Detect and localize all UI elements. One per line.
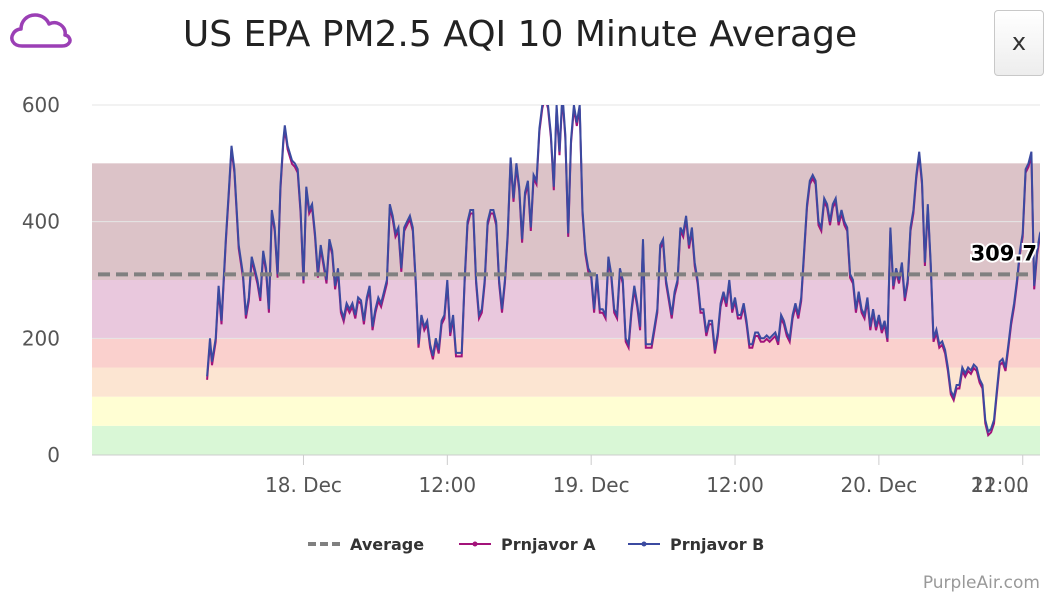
y-axis: 0 200 400 600 — [22, 93, 60, 467]
aqi-band — [92, 396, 1040, 426]
aqi-band — [92, 280, 1040, 339]
y-tick-label: 400 — [22, 210, 60, 234]
aqi-band — [92, 367, 1040, 397]
x-tick-label: 20. Dec — [840, 473, 917, 497]
legend-label[interactable]: Average — [350, 535, 424, 554]
x-tick-label: 12:00 — [706, 473, 764, 497]
y-tick-label: 200 — [22, 326, 60, 350]
close-button[interactable]: x — [994, 10, 1044, 76]
credit-link[interactable]: PurpleAir.com — [922, 573, 1040, 593]
legend: Average Prnjavor A Prnjavor B — [308, 535, 764, 554]
x-tick-label: 12:00 — [418, 473, 476, 497]
x-tick-label: 12:00 — [971, 473, 1029, 497]
y-tick-label: 600 — [22, 93, 60, 117]
average-line-group: 309.7 — [98, 239, 1039, 277]
y-tick-label: 0 — [47, 443, 60, 467]
aqi-band — [92, 425, 1040, 455]
legend-label[interactable]: Prnjavor B — [670, 535, 764, 554]
x-tick-label: 21. … — [971, 473, 1029, 497]
legend-label[interactable]: Prnjavor A — [501, 535, 596, 554]
average-value-label: 309.7 — [971, 241, 1037, 265]
x-tick-label: 19. Dec — [553, 473, 630, 497]
x-tick-label: 18. Dec — [265, 473, 342, 497]
aqi-band — [92, 338, 1040, 368]
aqi-bands — [92, 163, 1040, 455]
page-title: US EPA PM2.5 AQI 10 Minute Average — [182, 14, 858, 55]
series-line-prnjavor-b — [206, 105, 1040, 434]
x-axis: 18. Dec 12:00 19. Dec 12:00 20. Dec 12:0021. … — [92, 454, 1040, 497]
legend-marker[interactable] — [641, 541, 647, 547]
series-lines — [206, 105, 1040, 438]
legend-marker[interactable] — [472, 541, 478, 547]
cloud-icon[interactable] — [8, 8, 72, 54]
